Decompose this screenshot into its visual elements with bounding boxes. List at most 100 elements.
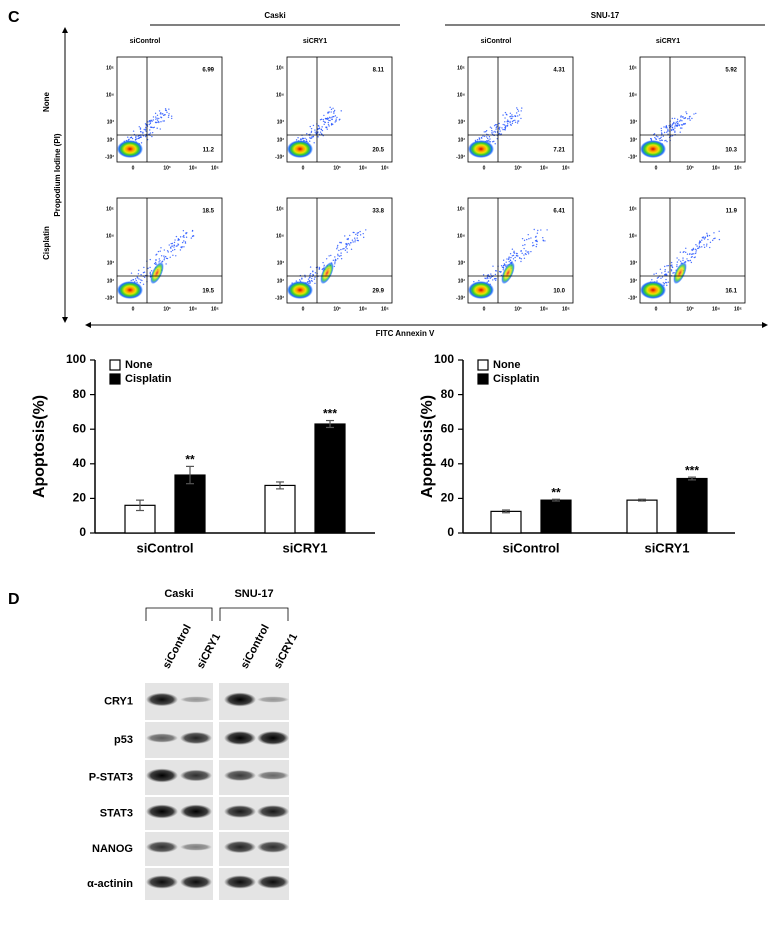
event-dot: [132, 130, 135, 132]
event-dot: [691, 117, 693, 120]
protein-label: p53: [114, 734, 133, 746]
event-dot: [660, 139, 663, 141]
event-dot: [136, 138, 138, 140]
panel-letter: D: [8, 591, 20, 608]
y-tick-label: 0: [447, 525, 454, 539]
event-dot: [140, 279, 142, 281]
event-dot: [359, 230, 361, 233]
event-dot: [325, 126, 328, 129]
event-dot: [665, 139, 667, 142]
event-dot: [483, 135, 486, 138]
event-dot: [693, 113, 695, 115]
event-dot: [499, 126, 501, 129]
event-dot: [317, 124, 320, 127]
y-tick-label: 20: [441, 491, 455, 505]
event-dot: [712, 239, 714, 242]
event-dot: [158, 261, 160, 263]
event-dot: [309, 272, 312, 275]
event-dot: [142, 283, 145, 286]
event-dot: [314, 129, 316, 131]
event-dot: [191, 235, 194, 238]
event-dot: [509, 116, 511, 118]
event-dot: [148, 123, 150, 126]
flow-y-tick: 10⁵: [457, 65, 466, 71]
x-axis-label: FITC Annexin V: [376, 329, 435, 338]
event-dot: [528, 238, 530, 240]
bar: [490, 510, 522, 534]
event-dot: [340, 242, 342, 244]
event-dot: [348, 242, 350, 245]
significance: **: [185, 453, 195, 467]
event-dot: [525, 250, 527, 252]
event-dot: [502, 259, 505, 261]
event-dot: [660, 277, 662, 280]
event-dot: [132, 278, 135, 281]
event-dot: [158, 117, 160, 120]
lane-label: siControl: [239, 623, 272, 671]
event-dot: [157, 120, 160, 123]
event-dot: [322, 261, 324, 264]
event-dot: [534, 239, 537, 242]
flow-y-tick: 10³: [107, 119, 115, 125]
legend-label: None: [493, 359, 521, 371]
event-dot: [304, 276, 306, 278]
event-dot: [490, 276, 492, 279]
event-dot: [682, 259, 684, 262]
event-dot: [650, 138, 653, 140]
x-tick-label: siControl: [502, 540, 559, 555]
event-dot: [664, 274, 666, 276]
event-dot: [507, 120, 509, 123]
event-dot: [175, 255, 177, 257]
event-dot: [335, 118, 337, 120]
event-dot: [713, 237, 715, 240]
y-tick-label: 40: [73, 456, 87, 470]
event-dot: [333, 110, 335, 113]
event-dot: [509, 123, 512, 126]
flow-x-tick: 10⁴: [189, 165, 198, 171]
event-dot: [535, 245, 538, 248]
event-dot: [306, 133, 308, 135]
event-dot: [149, 266, 151, 269]
bar: [626, 499, 658, 534]
event-dot: [171, 249, 174, 252]
event-dot: [496, 125, 498, 128]
event-dot: [170, 115, 173, 117]
column-label: siControl: [481, 38, 512, 45]
error-bar: [552, 498, 560, 502]
event-dot: [330, 108, 333, 111]
flow-x-tick: 10⁵: [562, 306, 571, 312]
flow-y-tick: 10³: [107, 260, 115, 266]
event-dot: [686, 112, 688, 115]
event-dot: [679, 260, 682, 262]
event-dot: [332, 107, 334, 109]
flow-y-tick: 10²: [107, 137, 115, 143]
flow-y-tick: 10⁴: [629, 92, 638, 98]
event-dot: [533, 228, 535, 231]
event-dot: [685, 247, 687, 250]
event-dot: [357, 239, 359, 242]
event-dot: [151, 126, 153, 129]
event-dot: [127, 136, 129, 138]
flow-x-tick: 10⁵: [381, 306, 390, 312]
event-dot: [514, 121, 517, 123]
event-dot: [527, 253, 530, 255]
event-dot: [352, 241, 354, 243]
event-dot: [688, 116, 691, 118]
y-tick-label: 100: [434, 352, 454, 366]
event-dot: [655, 138, 658, 140]
event-dot: [178, 239, 180, 241]
event-dot: [542, 240, 545, 242]
event-dot: [693, 256, 695, 259]
event-dot: [356, 237, 358, 239]
flow-plot: 10⁵ 10⁴ 10³ 10² -10² 0 10³ 10⁴ 10⁵ 18.5 19.5: [105, 197, 223, 312]
event-dot: [661, 133, 663, 135]
event-dot: [691, 253, 694, 255]
event-dot: [491, 133, 494, 135]
event-dot: [165, 109, 167, 112]
density-blob: [468, 140, 494, 158]
event-dot: [678, 124, 680, 126]
event-dot: [505, 261, 507, 263]
event-dot: [703, 238, 706, 240]
event-dot: [516, 255, 518, 257]
event-dot: [180, 246, 182, 248]
